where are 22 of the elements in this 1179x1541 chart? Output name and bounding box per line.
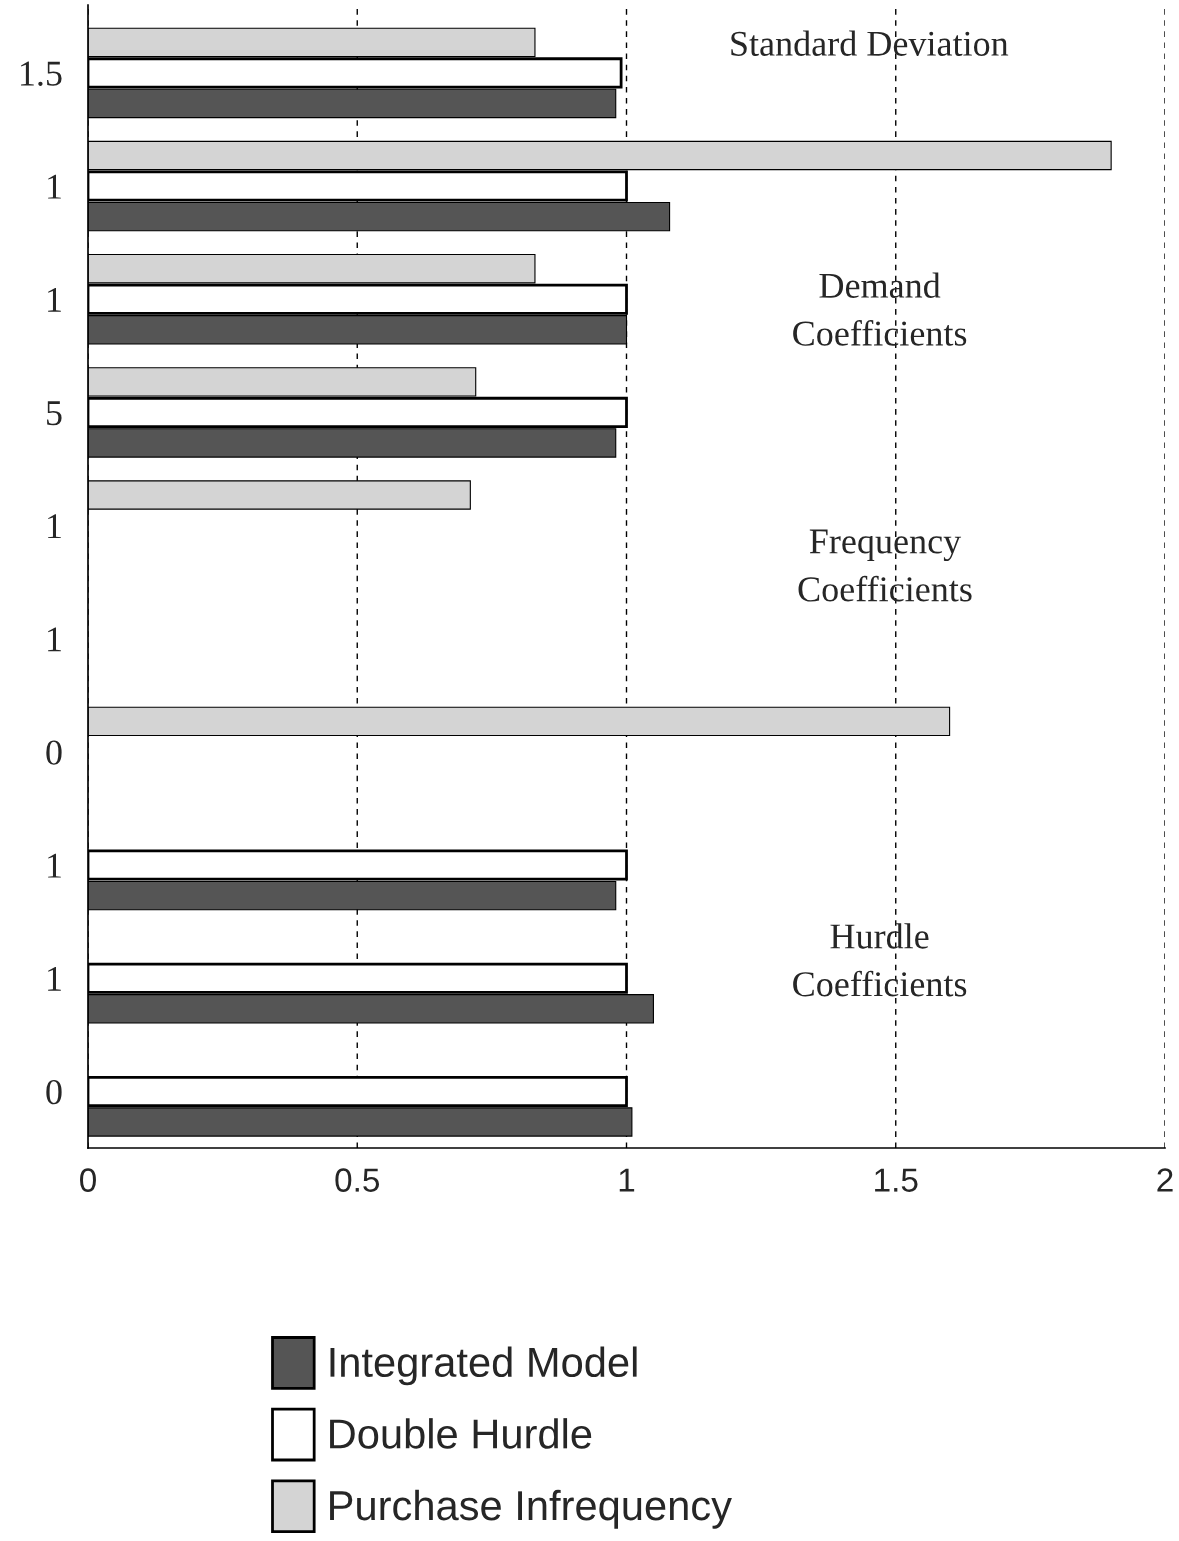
legend-label: Integrated Model (330, 1346, 637, 1386)
annotation: Hurdle Coefficients (793, 923, 967, 997)
y-tick-label: 5 (47, 401, 62, 426)
y-tick-label: 1.5 (21, 61, 62, 86)
y-tick-label: 0 (46, 740, 62, 765)
x-tick-label: 1 (619, 1168, 635, 1192)
y-tick-label: 1 (48, 853, 61, 878)
y-tick-label: 1 (48, 174, 61, 199)
y-tick-label: 1 (48, 514, 61, 539)
x-tick-label: 0.5 (335, 1168, 380, 1192)
x-tick-label: 2 (1157, 1168, 1173, 1192)
annotation: Frequency Coefficients (798, 529, 972, 602)
annotation: Demand Coefficients (793, 272, 967, 346)
y-tick-label: 0 (46, 1079, 62, 1105)
annotation: Standard Deviation (731, 30, 1009, 56)
x-tick-label: 0 (80, 1168, 96, 1192)
legend-label: Purchase Infrequency (330, 1489, 732, 1529)
y-tick-label: 1 (48, 287, 61, 312)
x-tick-label: 1.5 (875, 1168, 918, 1192)
y-tick-label: 1 (48, 966, 61, 991)
legend-label: Double Hurdle (330, 1418, 592, 1449)
y-tick-label: 1 (48, 627, 61, 652)
